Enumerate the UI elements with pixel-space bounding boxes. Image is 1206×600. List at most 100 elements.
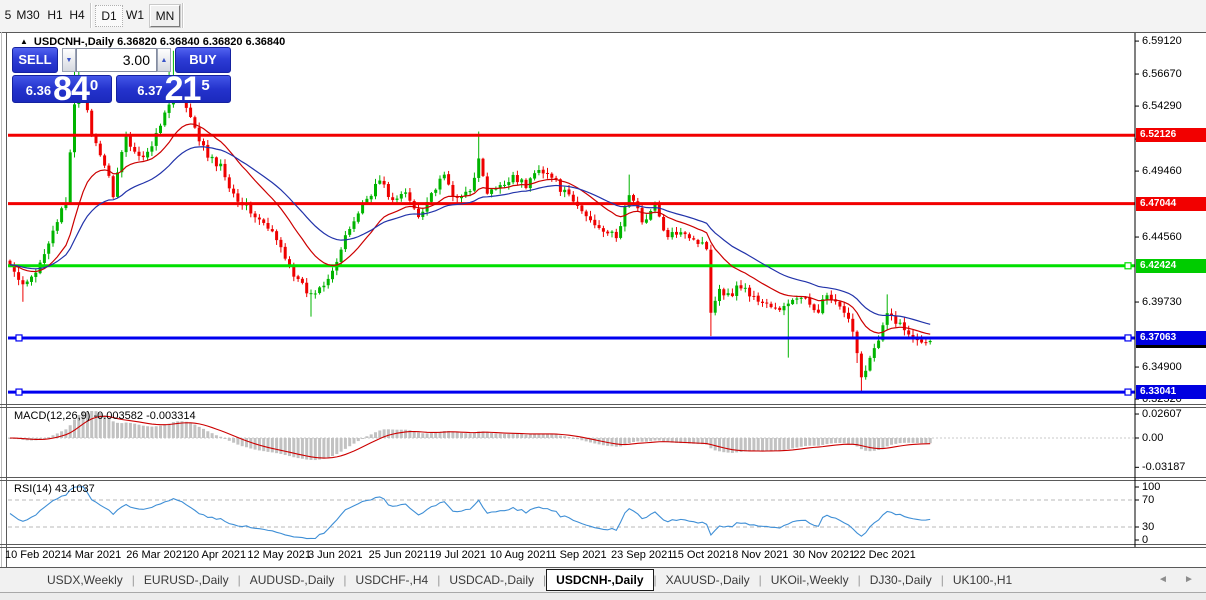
tab-separator: |: [543, 573, 547, 587]
symbol-tab-xauusd-daily[interactable]: XAUUSD-,Daily: [665, 573, 750, 587]
symbol-tab-audusd-daily[interactable]: AUDUSD-,Daily: [249, 573, 335, 587]
collapse-trade-panel-icon[interactable]: ▲: [20, 37, 28, 46]
chart-ohlc-quotes: 6.36820 6.36840 6.36820 6.36840: [117, 36, 286, 48]
tab-separator: |: [857, 573, 861, 587]
date-axis-label: 4 Mar 2021: [65, 549, 122, 561]
price-axis-label: 6.59120: [1142, 35, 1182, 48]
date-axis-label: 1 Sep 2021: [550, 549, 607, 561]
chart-symbol-period: USDCNH-,Daily: [33, 36, 114, 48]
tab-separator: |: [437, 573, 441, 587]
price-axis-label: 6.56670: [1142, 68, 1182, 81]
line-handle-right-6.33041[interactable]: [1124, 388, 1132, 396]
tab-separator: |: [940, 573, 944, 587]
tab-separator: |: [343, 573, 347, 587]
toolbar-separator: [90, 3, 92, 28]
sell-button[interactable]: SELL: [12, 47, 58, 73]
symbol-tab-bar: ◄ ► USDX,Weekly | EURUSD-,Daily | AUDUSD-,Da…: [0, 568, 1206, 592]
sell-price-display[interactable]: 6.36 84 0: [12, 70, 112, 108]
main-macd-separator-2: [0, 407, 1206, 408]
timeframe-button-5[interactable]: 5: [4, 8, 12, 22]
macd-rsi-separator-2: [0, 480, 1206, 481]
price-line-tag: 6.52126: [1136, 128, 1206, 143]
chart-window-left-border: [6, 32, 7, 568]
symbol-tab-uk100-h1[interactable]: UK100-,H1: [952, 573, 1013, 587]
ma-fast-line: [9, 123, 931, 335]
tab-separator: |: [131, 573, 135, 587]
chart-window-top-border: [0, 32, 1206, 33]
date-axis-label: 23 Sep 2021: [611, 549, 674, 561]
timeframe-button-h4[interactable]: H4: [69, 8, 85, 22]
sell-price-pip: 0: [89, 77, 99, 94]
volume-input[interactable]: [76, 48, 157, 72]
price-line-tag: 6.47044: [1136, 196, 1206, 211]
symbol-tab-usdx-weekly[interactable]: USDX,Weekly: [47, 573, 123, 587]
tab-separator: |: [237, 573, 241, 587]
line-handle-right-6.42424[interactable]: [1124, 262, 1132, 270]
symbol-tab-usdcad-daily[interactable]: USDCAD-,Daily: [449, 573, 535, 587]
timeframe-button-d1[interactable]: D1: [95, 5, 123, 27]
line-handle-left-6.33041[interactable]: [15, 388, 23, 396]
rsi-axis-label: 30: [1142, 521, 1155, 533]
macd-histogram: [8, 411, 932, 461]
tabs-scroll-right-icon[interactable]: ►: [1184, 574, 1194, 585]
symbol-tab-eurusd-daily[interactable]: EURUSD-,Daily: [143, 573, 229, 587]
macd-axis-label: 0.02607: [1142, 408, 1182, 420]
timeframe-button-m30[interactable]: M30: [16, 8, 40, 22]
rsi-axis-label: 0: [1142, 534, 1149, 546]
sell-price-prefix: 6.36: [25, 83, 52, 98]
price-axis-label: 6.39730: [1142, 296, 1182, 309]
price-line-tag: 6.33041: [1136, 385, 1206, 400]
date-axis-label: 12 May 2021: [247, 549, 311, 561]
toolbar-separator: [182, 3, 184, 28]
date-axis-label: 15 Oct 2021: [671, 549, 732, 561]
tabs-scroll-left-icon[interactable]: ◄: [1158, 574, 1168, 585]
date-axis-label: 30 Nov 2021: [792, 549, 856, 561]
rsi-dates-separator-2: [0, 547, 1206, 548]
symbol-tab-usdcnh-daily[interactable]: USDCNH-,Daily: [546, 569, 654, 591]
price-axis-label: 6.49460: [1142, 165, 1182, 178]
rsi-axis-label: 100: [1142, 481, 1161, 493]
macd-signal-line: [9, 415, 931, 459]
price-line-tag: 6.42424: [1136, 258, 1206, 273]
buy-price-main: 21: [164, 70, 202, 108]
rsi-line: [9, 486, 931, 540]
buy-button[interactable]: BUY: [175, 47, 231, 73]
timeframe-button-h1[interactable]: H1: [47, 8, 63, 22]
tab-separator: |: [653, 573, 657, 587]
date-axis-label: 25 Jun 2021: [368, 549, 430, 561]
date-axis-label: 19 Jul 2021: [429, 549, 487, 561]
date-axis-label: 3 Jun 2021: [308, 549, 363, 561]
line-handle-right-6.37063[interactable]: [1124, 334, 1132, 342]
macd-axis-label: 0.00: [1142, 432, 1164, 444]
timeframe-button-mn[interactable]: MN: [150, 5, 180, 27]
date-axis-label: 10 Aug 2021: [489, 549, 552, 561]
macd-indicator-label: MACD(12,26,9) -0.003582 -0.003314: [14, 410, 196, 422]
buy-price-display[interactable]: 6.37 21 5: [116, 70, 231, 108]
symbol-tab-ukoil-weekly[interactable]: UKOil-,Weekly: [770, 573, 849, 587]
one-click-trade-panel: SELL ▼ ▲ BUY 6.36 84 0 6.37 21 5: [12, 47, 231, 108]
price-line-tag: 6.37063: [1136, 330, 1206, 345]
timeframe-button-w1[interactable]: W1: [126, 8, 144, 22]
date-axis-label: 26 Mar 2021: [126, 549, 188, 561]
line-handle-left-6.37063[interactable]: [15, 334, 23, 342]
tab-separator: |: [758, 573, 762, 587]
symbol-tab-usdchf-h4[interactable]: USDCHF-,H4: [355, 573, 429, 587]
price-axis-label: 6.44560: [1142, 231, 1182, 244]
sell-price-main: 84: [53, 70, 90, 108]
date-axis-label: 22 Dec 2021: [853, 549, 916, 561]
macd-axis-label: -0.03187: [1142, 461, 1186, 474]
price-axis-label: 6.54290: [1142, 100, 1182, 113]
macd-rsi-separator[interactable]: [0, 477, 1206, 478]
main-macd-separator[interactable]: [0, 404, 1206, 405]
rsi-indicator-label: RSI(14) 43.1037: [14, 483, 95, 495]
date-axis-label: 10 Feb 2021: [5, 549, 67, 561]
date-axis-label: 8 Nov 2021: [732, 549, 789, 561]
price-axis-label: 6.34900: [1142, 361, 1182, 374]
symbol-tab-dj30-daily[interactable]: DJ30-,Daily: [869, 573, 932, 587]
chart-window-outer-edge: [1, 32, 2, 568]
status-strip: [0, 592, 1206, 600]
volume-increase-button[interactable]: ▲: [157, 48, 171, 72]
date-axis-label: 20 Apr 2021: [186, 549, 247, 561]
volume-decrease-button[interactable]: ▼: [62, 48, 76, 72]
rsi-dates-separator: [0, 544, 1206, 545]
